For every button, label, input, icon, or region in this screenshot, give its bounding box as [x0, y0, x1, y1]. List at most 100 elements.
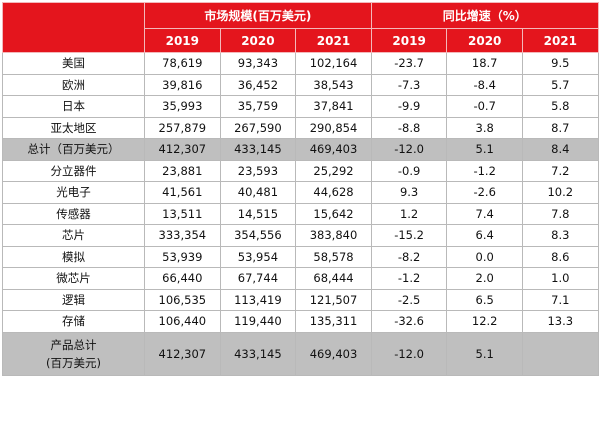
- table-cell: 8.4: [522, 138, 599, 161]
- table-cell: 25,292: [295, 159, 372, 182]
- table-row: 美国 78,619 93,343 102,164 -23.7 18.7 9.5: [2, 52, 599, 75]
- table-cell: 9.5: [522, 52, 599, 75]
- header-year: 2019: [370, 28, 448, 53]
- table-row: 传感器 13,511 14,515 15,642 1.2 7.4 7.8: [2, 202, 599, 225]
- table-cell: 7.4: [446, 202, 523, 225]
- table-cell: 12.2: [446, 310, 523, 333]
- row-label: 微芯片: [2, 267, 145, 290]
- row-label: 总计（百万美元）: [2, 138, 145, 161]
- table-cell: 41,561: [144, 181, 221, 204]
- table-cell: 6.4: [446, 224, 523, 247]
- table-cell: 35,759: [219, 95, 297, 118]
- table-cell: 433,145: [219, 331, 297, 376]
- table-cell: -0.9: [370, 159, 448, 182]
- table-cell: -7.3: [370, 73, 448, 96]
- table-row: 日本 35,993 35,759 37,841 -9.9 -0.7 5.8: [2, 95, 599, 118]
- table-cell: 78,619: [144, 52, 221, 75]
- row-label: 传感器: [2, 202, 145, 225]
- row-label-line1: 产品总计: [50, 337, 97, 352]
- row-label: 亚太地区: [2, 116, 145, 139]
- table-cell: 10.2: [522, 181, 599, 204]
- table-cell: 113,419: [219, 288, 297, 311]
- table-cell: 267,590: [219, 116, 297, 139]
- row-label: 日本: [2, 95, 145, 118]
- table-cell: 68,444: [295, 267, 372, 290]
- table-cell: 257,879: [144, 116, 221, 139]
- table-cell: 66,440: [144, 267, 221, 290]
- row-label: 分立器件: [2, 159, 145, 182]
- table-cell: 121,507: [295, 288, 372, 311]
- table-cell: 5.8: [522, 95, 599, 118]
- table-row: 光电子 41,561 40,481 44,628 9.3 -2.6 10.2: [2, 181, 599, 204]
- table-cell: 14,515: [219, 202, 297, 225]
- table-cell: 0.0: [446, 245, 523, 268]
- table-cell: 9.3: [370, 181, 448, 204]
- table-cell: 1.0: [522, 267, 599, 290]
- table-cell: 412,307: [144, 138, 221, 161]
- table-row: 总计（百万美元） 412,307 433,145 469,403 -12.0 5.1 8.4: [2, 138, 599, 161]
- table-cell: -8.4: [446, 73, 523, 96]
- table-cell: 433,145: [219, 138, 297, 161]
- table-cell: 13,511: [144, 202, 221, 225]
- table-cell: 44,628: [295, 181, 372, 204]
- watermark-logo: 智东西: [543, 405, 592, 423]
- row-label: 芯片: [2, 224, 145, 247]
- header-year: 2019: [144, 28, 221, 53]
- table-cell: 23,593: [219, 159, 297, 182]
- table-cell: 39,816: [144, 73, 221, 96]
- table-cell: 135,311: [295, 310, 372, 333]
- table-cell: 38,543: [295, 73, 372, 96]
- table-cell: -2.5: [370, 288, 448, 311]
- table-cell: -12.0: [370, 138, 448, 161]
- table-cell: 35,993: [144, 95, 221, 118]
- table-cell: 469,403: [295, 331, 372, 376]
- table-cell: -1.2: [370, 267, 448, 290]
- table-cell: 106,535: [144, 288, 221, 311]
- table-cell: 23,881: [144, 159, 221, 182]
- table-row: 逻辑 106,535 113,419 121,507 -2.5 6.5 7.1: [2, 288, 599, 311]
- table-cell: 333,354: [144, 224, 221, 247]
- table-cell: 5.1: [446, 138, 523, 161]
- table-cell: 37,841: [295, 95, 372, 118]
- header-yoy-growth: 同比增速（%）: [370, 2, 599, 29]
- table-cell: 3.8: [446, 116, 523, 139]
- table-row-product-total: 产品总计 (百万美元) 412,307 433,145 469,403 -12.…: [2, 331, 599, 376]
- table-row: 分立器件 23,881 23,593 25,292 -0.9 -1.2 7.2: [2, 159, 599, 182]
- table-cell: 8.3: [522, 224, 599, 247]
- row-label: 产品总计 (百万美元): [2, 331, 145, 376]
- table-cell: 40,481: [219, 181, 297, 204]
- row-label: 欧洲: [2, 73, 145, 96]
- table-row: 芯片 333,354 354,556 383,840 -15.2 6.4 8.3: [2, 224, 599, 247]
- row-label: 美国: [2, 52, 145, 75]
- table-cell: 93,343: [219, 52, 297, 75]
- table-cell: 18.7: [446, 52, 523, 75]
- row-label: 存储: [2, 310, 145, 333]
- table-row: 亚太地区 257,879 267,590 290,854 -8.8 3.8 8.7: [2, 116, 599, 139]
- table-cell: 469,403: [295, 138, 372, 161]
- header-year: 2021: [295, 28, 372, 53]
- row-label-line2: (百万美元): [46, 355, 101, 370]
- table-cell: -0.7: [446, 95, 523, 118]
- header-row-groups: 市场规模(百万美元) 同比增速（%）: [2, 2, 599, 53]
- table-row: 存储 106,440 119,440 135,311 -32.6 12.2 13.3: [2, 310, 599, 333]
- row-label: 模拟: [2, 245, 145, 268]
- table-cell: 354,556: [219, 224, 297, 247]
- table-cell: 290,854: [295, 116, 372, 139]
- table-cell: 53,954: [219, 245, 297, 268]
- table-cell: 15,642: [295, 202, 372, 225]
- table-cell: 53,939: [144, 245, 221, 268]
- header-row-years: 2019 2020 2021 2019 2020 2021: [3, 28, 599, 53]
- table-cell: 7.2: [522, 159, 599, 182]
- table-cell: 58,578: [295, 245, 372, 268]
- table-cell: 412,307: [144, 331, 221, 376]
- market-table: 市场规模(百万美元) 同比增速（%） 2019 2020 2021 2019 2…: [2, 2, 599, 376]
- table-row: 模拟 53,939 53,954 58,578 -8.2 0.0 8.6: [2, 245, 599, 268]
- header-market-size: 市场规模(百万美元): [144, 2, 372, 29]
- table-cell: -1.2: [446, 159, 523, 182]
- table-row: 欧洲 39,816 36,452 38,543 -7.3 -8.4 5.7: [2, 73, 599, 96]
- table-cell: -9.9: [370, 95, 448, 118]
- table-cell: 1.2: [370, 202, 448, 225]
- header-year: 2020: [446, 28, 523, 53]
- row-label: 逻辑: [2, 288, 145, 311]
- table-cell: 102,164: [295, 52, 372, 75]
